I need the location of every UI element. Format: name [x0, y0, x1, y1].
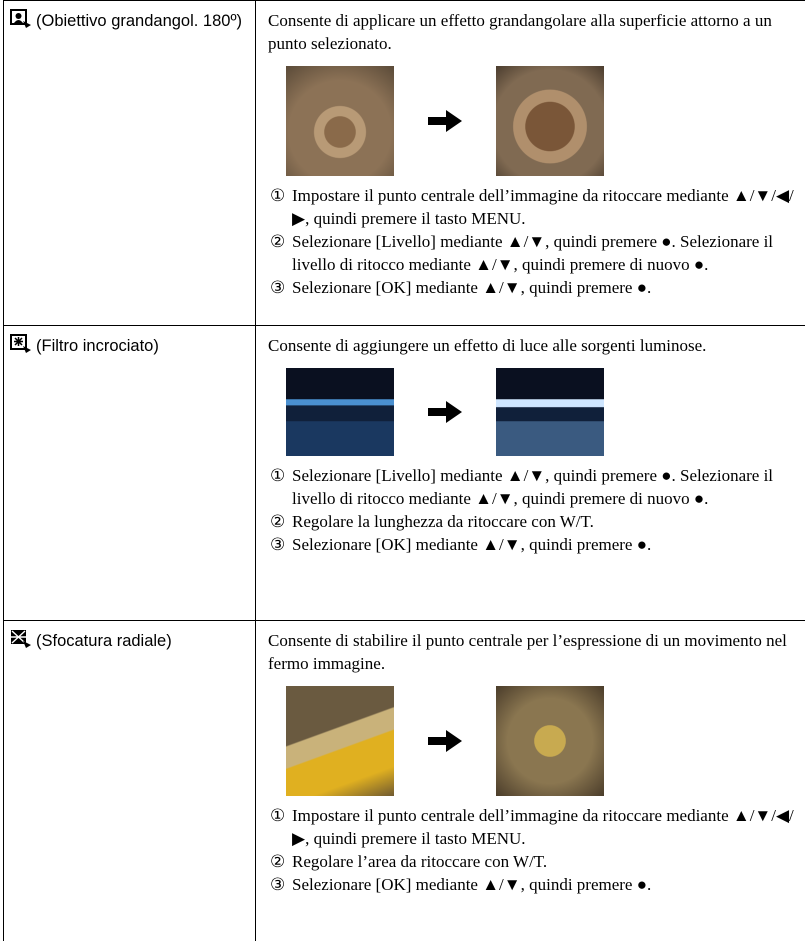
example-images [286, 368, 794, 456]
before-image [286, 368, 394, 456]
description: Consente di applicare un effetto grandan… [268, 11, 772, 53]
arrow-icon [428, 110, 462, 132]
step-text: Selezionare [OK] mediante ▲/▼, quindi pr… [292, 535, 652, 554]
effect-icon [10, 334, 31, 353]
arrow-icon [428, 730, 462, 752]
step: ③ Selezionare [OK] mediante ▲/▼, quindi p… [270, 276, 794, 299]
step: ③ Selezionare [OK] mediante ▲/▼, quindi p… [270, 533, 794, 556]
step-marker: ③ [270, 875, 286, 894]
before-image [286, 686, 394, 796]
step-marker: ② [270, 512, 286, 531]
step-text: Selezionare [Livello] mediante ▲/▼, quin… [292, 232, 774, 274]
step-marker: ② [270, 232, 286, 251]
step: ② Regolare la lunghezza da ritoccare con … [270, 510, 794, 533]
step-text: Impostare il punto centrale dell’immagin… [292, 186, 794, 228]
step: ② Selezionare [Livello] mediante ▲/▼, qui… [270, 230, 794, 276]
example-images [286, 66, 794, 176]
step-marker: ③ [270, 278, 286, 297]
step: ① Impostare il punto centrale dell’immagi… [270, 804, 794, 850]
effect-label: (Obiettivo grandangol. 180º) [36, 12, 242, 30]
step-text: Selezionare [OK] mediante ▲/▼, quindi pr… [292, 875, 652, 894]
step: ② Regolare l’area da ritoccare con W/T. [270, 850, 794, 873]
arrow-icon [428, 401, 462, 423]
content-cell: Consente di aggiungere un effetto di luc… [256, 326, 804, 620]
step: ③ Selezionare [OK] mediante ▲/▼, quindi p… [270, 873, 794, 896]
step-text: Regolare l’area da ritoccare con W/T. [292, 852, 548, 871]
label-cell: (Sfocatura radiale) [3, 621, 256, 941]
table-row: (Filtro incrociato) Consente di aggiunger… [3, 326, 805, 621]
step-text: Selezionare [OK] mediante ▲/▼, quindi pr… [292, 278, 652, 297]
step: ① Impostare il punto centrale dell’immagi… [270, 184, 794, 230]
label-cell: (Obiettivo grandangol. 180º) [3, 1, 256, 325]
content-cell: Consente di stabilire il punto centrale … [256, 621, 804, 941]
effect-icon [10, 9, 31, 28]
effect-label: (Sfocatura radiale) [36, 632, 172, 650]
arrow [394, 730, 496, 752]
example-images [286, 686, 794, 796]
content-cell: Consente di applicare un effetto grandan… [256, 1, 804, 325]
after-image [496, 686, 604, 796]
document: (Obiettivo grandangol. 180º) Consente di … [3, 0, 805, 941]
step-marker: ② [270, 852, 286, 871]
after-image [496, 368, 604, 456]
step-marker: ① [270, 806, 286, 825]
after-image [496, 66, 604, 176]
table-row: (Obiettivo grandangol. 180º) Consente di … [3, 1, 805, 326]
step-marker: ③ [270, 535, 286, 554]
step-text: Regolare la lunghezza da ritoccare con W… [292, 512, 594, 531]
step: ① Selezionare [Livello] mediante ▲/▼, qui… [270, 464, 794, 510]
step-marker: ① [270, 186, 286, 205]
step-marker: ① [270, 466, 286, 485]
effect-label: (Filtro incrociato) [36, 337, 159, 355]
effect-icon [11, 630, 31, 648]
arrow [394, 110, 496, 132]
step-text: Impostare il punto centrale dell’immagin… [292, 806, 794, 848]
description: Consente di aggiungere un effetto di luc… [268, 336, 707, 355]
arrow [394, 401, 496, 423]
table-row: (Sfocatura radiale) Consente di stabilire… [3, 621, 805, 941]
step-text: Selezionare [Livello] mediante ▲/▼, quin… [292, 466, 774, 508]
description: Consente di stabilire il punto centrale … [268, 631, 787, 673]
before-image [286, 66, 394, 176]
label-cell: (Filtro incrociato) [3, 326, 256, 620]
